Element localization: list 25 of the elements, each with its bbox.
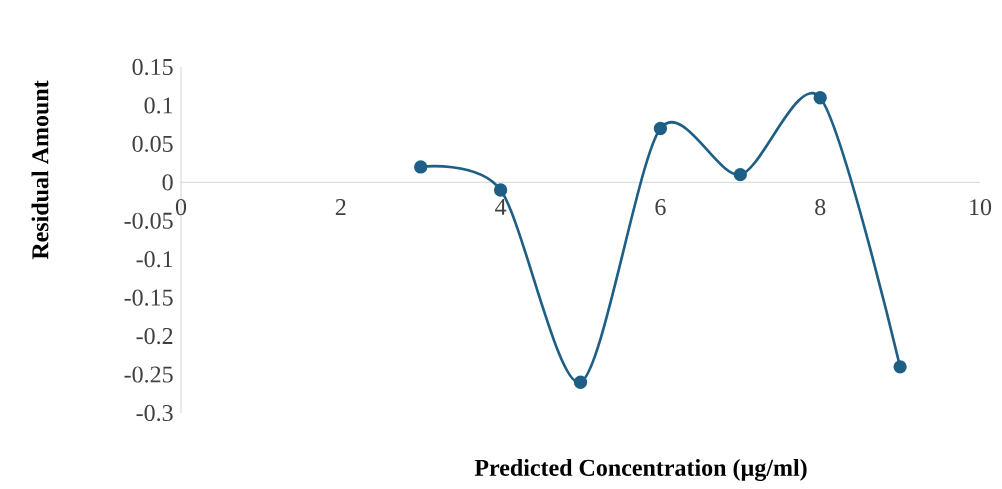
y-tick-label: 0.15 (132, 58, 173, 76)
point (414, 160, 428, 174)
y-tick-label: 0.1 (144, 97, 173, 114)
x-tick-label: 10 (970, 199, 992, 216)
y-tick-label: -0.3 (136, 404, 173, 422)
y-tick-label: 0.05 (132, 135, 173, 153)
point (493, 183, 508, 197)
point (653, 121, 668, 136)
x-tick-label: 4 (495, 199, 507, 215)
y-tick-label: -0.05 (124, 212, 173, 229)
x-tick-label: 0 (175, 199, 187, 216)
y-tick-label: -0.15 (124, 289, 173, 306)
x-tick-label: 6 (655, 199, 666, 216)
y-tick-label: 0 (162, 174, 173, 191)
point (813, 91, 827, 105)
point (573, 375, 588, 389)
y-tick-label: -0.1 (136, 251, 173, 268)
x-tick-label: 2 (335, 199, 346, 215)
y-tick-label: -0.2 (136, 327, 173, 345)
y-tick-label: -0.25 (124, 366, 173, 383)
point (733, 167, 747, 182)
y-axis-title: Residual Amount (31, 80, 49, 260)
point (893, 360, 907, 374)
x-tick-label: 8 (815, 199, 826, 216)
x-axis-title: Predicted Concentration (µg/ml) (474, 459, 807, 481)
